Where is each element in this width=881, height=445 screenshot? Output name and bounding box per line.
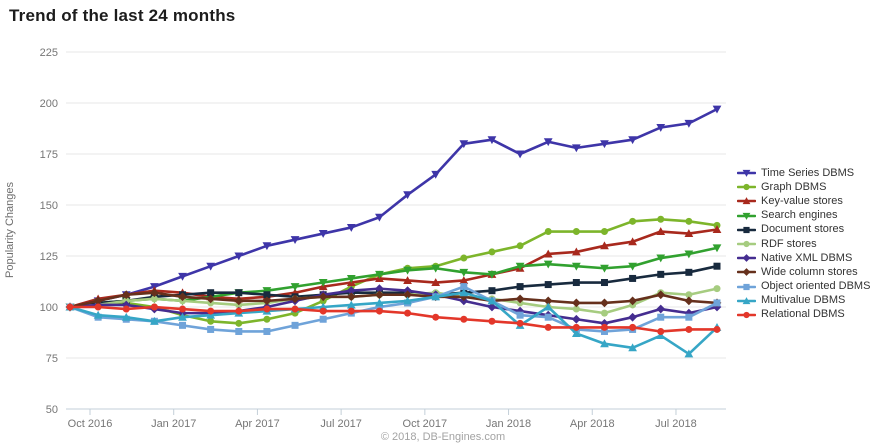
legend-item-graph-dbms[interactable]: Graph DBMS	[737, 180, 870, 194]
search-engines-marker-icon	[737, 212, 756, 220]
y-tick-label: 175	[40, 149, 58, 161]
legend-label: RDF stores	[761, 237, 817, 250]
legend-item-multivalue-dbms[interactable]: Multivalue DBMS	[737, 294, 870, 308]
y-tick-label: 200	[40, 98, 58, 110]
series-document-stores	[66, 262, 721, 311]
document-stores-marker-icon	[737, 226, 756, 233]
legend: Time Series DBMS Graph DBMS Key-value stor…	[737, 166, 870, 322]
legend-label: Document stores	[761, 223, 845, 236]
y-tick-label: 225	[40, 47, 58, 59]
legend-item-wide-column-stores[interactable]: Wide column stores	[737, 265, 870, 279]
multivalue-dbms-marker-icon	[737, 296, 756, 304]
x-tick-label: Apr 2018	[570, 418, 615, 430]
legend-label: Multivalue DBMS	[761, 294, 846, 307]
series-lines	[65, 105, 722, 358]
y-axis-title: Popularity Changes	[4, 182, 16, 279]
x-tick-label: Jan 2018	[486, 418, 531, 430]
y-tick-label: 50	[46, 404, 58, 416]
graph-dbms-marker-icon	[737, 184, 756, 191]
time-series-dbms-marker-icon	[737, 169, 756, 177]
x-tick-label: Oct 2016	[68, 418, 113, 430]
legend-label: Key-value stores	[761, 194, 843, 207]
legend-item-time-series-dbms[interactable]: Time Series DBMS	[737, 166, 870, 180]
y-tick-label: 75	[46, 353, 58, 365]
rdf-stores-marker-icon	[737, 240, 756, 248]
y-tick-label: 100	[40, 302, 58, 314]
legend-item-key-value-stores[interactable]: Key-value stores	[737, 194, 870, 208]
x-tick-label: Jul 2017	[320, 418, 362, 430]
legend-label: Relational DBMS	[761, 308, 845, 321]
legend-item-object-oriented-dbms[interactable]: Object oriented DBMS	[737, 280, 870, 294]
legend-item-document-stores[interactable]: Document stores	[737, 223, 870, 237]
object-oriented-dbms-marker-icon	[737, 283, 756, 290]
x-tick-label: Apr 2017	[235, 418, 280, 430]
x-tick-label: Jul 2018	[655, 418, 697, 430]
chart-title: Trend of the last 24 months	[9, 6, 236, 25]
legend-item-relational-dbms[interactable]: Relational DBMS	[737, 308, 870, 322]
legend-label: Search engines	[761, 209, 838, 222]
legend-label: Wide column stores	[761, 265, 858, 278]
legend-label: Time Series DBMS	[761, 166, 855, 179]
relational-dbms-marker-icon	[737, 311, 756, 319]
copyright-note: © 2018, DB-Engines.com	[381, 431, 505, 443]
x-tick-label: Oct 2017	[403, 418, 448, 430]
legend-label: Native XML DBMS	[761, 251, 853, 264]
legend-label: Object oriented DBMS	[761, 280, 871, 293]
wide-column-stores-marker-icon	[737, 268, 756, 277]
native-xml-dbms-marker-icon	[737, 254, 756, 263]
y-tick-label: 150	[40, 200, 58, 212]
y-tick-label: 125	[40, 251, 58, 263]
key-value-stores-marker-icon	[737, 197, 756, 205]
legend-label: Graph DBMS	[761, 180, 827, 193]
series-time-series-dbms	[65, 105, 722, 312]
legend-item-rdf-stores[interactable]: RDF stores	[737, 237, 870, 251]
series-relational-dbms	[66, 303, 721, 335]
legend-item-search-engines[interactable]: Search engines	[737, 209, 870, 223]
legend-item-native-xml-dbms[interactable]: Native XML DBMS	[737, 251, 870, 265]
x-tick-label: Jan 2017	[151, 418, 196, 430]
gridlines	[66, 51, 726, 410]
axes-and-ticks: 225 200 175 150 125 100 75 50 Oct 2016 Jan 2017 Ap…	[40, 47, 697, 430]
